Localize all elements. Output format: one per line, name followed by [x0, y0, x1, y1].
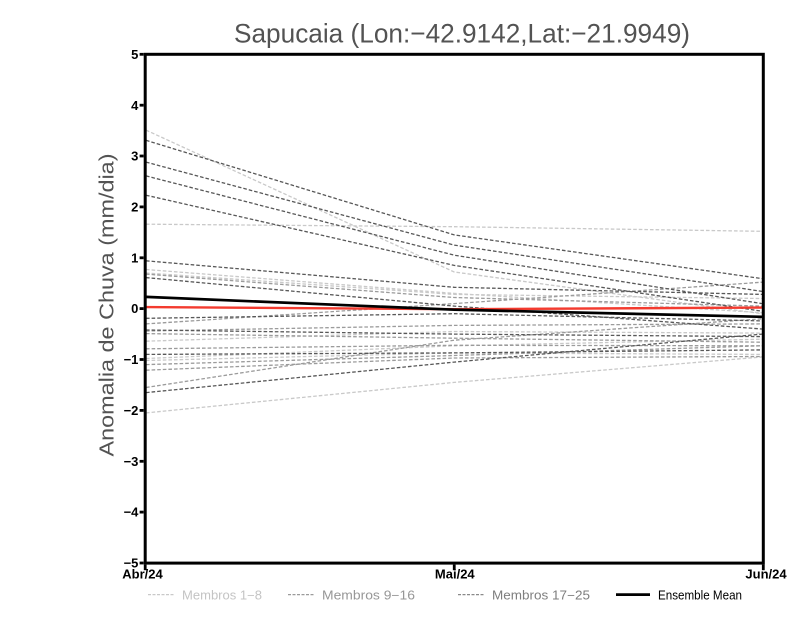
svg-text:−5: −5: [124, 556, 139, 571]
svg-text:−1: −1: [124, 352, 139, 367]
svg-text:Membros 9−16: Membros 9−16: [322, 589, 415, 603]
svg-text:Mai/24: Mai/24: [435, 567, 476, 582]
svg-text:4: 4: [131, 98, 139, 113]
svg-text:1: 1: [131, 250, 138, 265]
svg-text:3: 3: [131, 149, 138, 164]
svg-text:−4: −4: [124, 505, 140, 520]
svg-text:Membros 1−8: Membros 1−8: [182, 589, 262, 603]
svg-text:−3: −3: [124, 454, 139, 469]
svg-text:Anomalia de Chuva (mm/dia): Anomalia de Chuva (mm/dia): [96, 154, 119, 457]
svg-text:Membros 17−25: Membros 17−25: [492, 589, 590, 603]
svg-text:−2: −2: [124, 403, 139, 418]
svg-text:2: 2: [131, 200, 138, 215]
svg-text:0: 0: [131, 301, 138, 316]
svg-text:Abr/24: Abr/24: [122, 567, 163, 582]
svg-text:Ensemble Mean: Ensemble Mean: [658, 589, 742, 603]
svg-text:Jun/24: Jun/24: [745, 567, 787, 582]
svg-text:5: 5: [131, 47, 138, 62]
svg-text:Sapucaia (Lon:−42.9142,Lat:−21: Sapucaia (Lon:−42.9142,Lat:−21.9949): [234, 19, 690, 49]
